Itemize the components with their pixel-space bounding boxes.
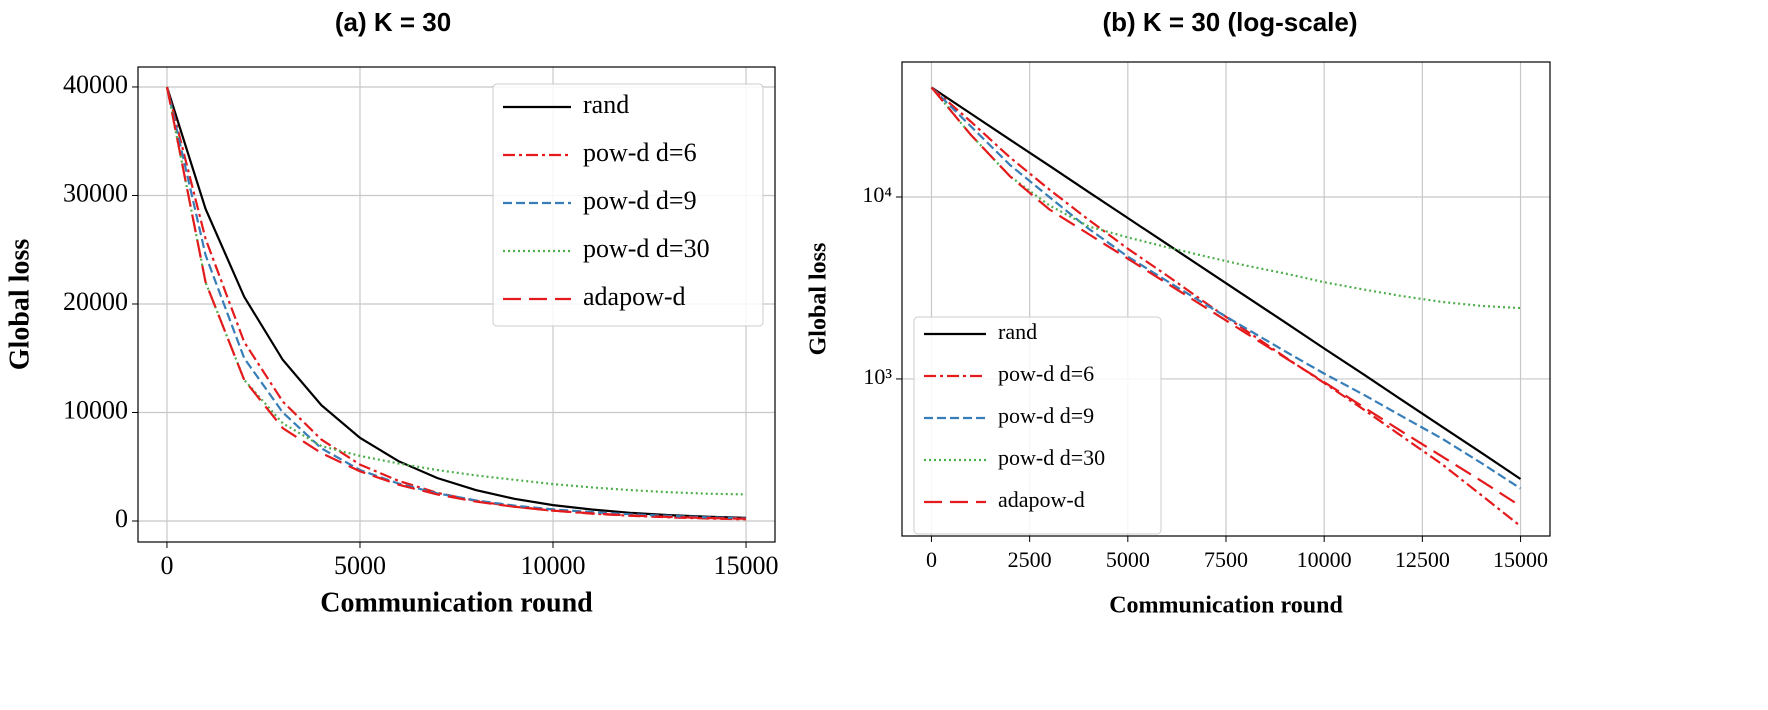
x-tick-label: 15000 xyxy=(1493,547,1548,572)
y-tick-label: 0 xyxy=(115,504,128,533)
y-tick-label: 10³ xyxy=(863,364,892,389)
legend-label: rand xyxy=(998,319,1037,344)
series-line xyxy=(165,86,747,520)
legend-label: rand xyxy=(583,90,629,119)
x-axis-label: Communication round xyxy=(320,587,593,618)
series-line xyxy=(930,86,1522,490)
y-tick-label: 10000 xyxy=(63,395,128,424)
series-line xyxy=(930,86,1522,528)
series-line xyxy=(930,86,1522,480)
x-tick-label: 0 xyxy=(160,551,173,580)
x-tick-label: 2500 xyxy=(1008,547,1052,572)
series-line xyxy=(165,86,747,520)
legend-label: pow-d d=9 xyxy=(998,403,1094,428)
chart-title: (a) K = 30 xyxy=(335,7,451,37)
y-axis-label: Global loss xyxy=(806,243,832,356)
x-tick-label: 10000 xyxy=(1297,547,1352,572)
legend-label: adapow-d xyxy=(998,487,1085,512)
x-tick-label: 12500 xyxy=(1395,547,1450,572)
legend-label: pow-d d=6 xyxy=(583,138,697,167)
legend-box xyxy=(913,316,1162,535)
legend-box xyxy=(492,83,764,327)
x-tick-label: 7500 xyxy=(1204,547,1248,572)
legend-label: pow-d d=6 xyxy=(998,361,1094,386)
series-line xyxy=(930,86,1522,508)
plot-frame xyxy=(137,66,776,543)
x-tick-label: 0 xyxy=(926,547,937,572)
y-tick-label: 20000 xyxy=(63,287,128,316)
x-axis-label: Communication round xyxy=(1109,593,1343,619)
y-tick-label: 30000 xyxy=(63,178,128,207)
plot-frame xyxy=(901,61,1551,537)
series-line xyxy=(165,86,747,519)
x-tick-label: 5000 xyxy=(1106,547,1150,572)
legend-label: pow-d d=30 xyxy=(998,445,1105,470)
y-tick-label: 40000 xyxy=(63,70,128,99)
x-tick-label: 5000 xyxy=(334,551,386,580)
y-tick-label: 10⁴ xyxy=(862,182,892,207)
legend-label: pow-d d=30 xyxy=(583,234,710,263)
chart-title: (b) K = 30 (log-scale) xyxy=(1103,7,1358,37)
x-tick-label: 10000 xyxy=(521,551,586,580)
y-axis-label: Global loss xyxy=(4,239,35,371)
legend-label: adapow-d xyxy=(583,282,686,311)
x-tick-label: 15000 xyxy=(714,551,779,580)
legend-label: pow-d d=9 xyxy=(583,186,697,215)
